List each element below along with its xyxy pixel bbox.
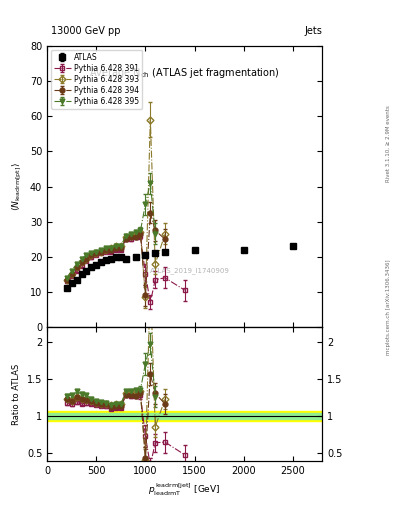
X-axis label: $p_\mathrm{leadrm{T}}^{\,\mathrm{leadrm{[jet]}}}$ [GeV]: $p_\mathrm{leadrm{T}}^{\,\mathrm{leadrm{… xyxy=(149,481,221,498)
Y-axis label: Ratio to ATLAS: Ratio to ATLAS xyxy=(12,364,21,424)
Bar xyxy=(47,413,322,419)
Legend: ATLAS, Pythia 6.428 391, Pythia 6.428 393, Pythia 6.428 394, Pythia 6.428 395: ATLAS, Pythia 6.428 391, Pythia 6.428 39… xyxy=(51,50,142,109)
Y-axis label: $\langle N_\mathrm{leadrm[pt]} \rangle$: $\langle N_\mathrm{leadrm[pt]} \rangle$ xyxy=(11,162,24,211)
Text: Jets: Jets xyxy=(305,26,322,36)
Text: Average N$_\mathregular{ch}$ (ATLAS jet fragmentation): Average N$_\mathregular{ch}$ (ATLAS jet … xyxy=(89,66,280,80)
Text: 13000 GeV pp: 13000 GeV pp xyxy=(51,26,121,36)
Bar xyxy=(47,411,322,421)
Text: Rivet 3.1.10, ≥ 2.9M events: Rivet 3.1.10, ≥ 2.9M events xyxy=(386,105,391,182)
Text: mcplots.cern.ch [arXiv:1306.3436]: mcplots.cern.ch [arXiv:1306.3436] xyxy=(386,260,391,355)
Text: ATLAS_2019_I1740909: ATLAS_2019_I1740909 xyxy=(150,267,230,274)
